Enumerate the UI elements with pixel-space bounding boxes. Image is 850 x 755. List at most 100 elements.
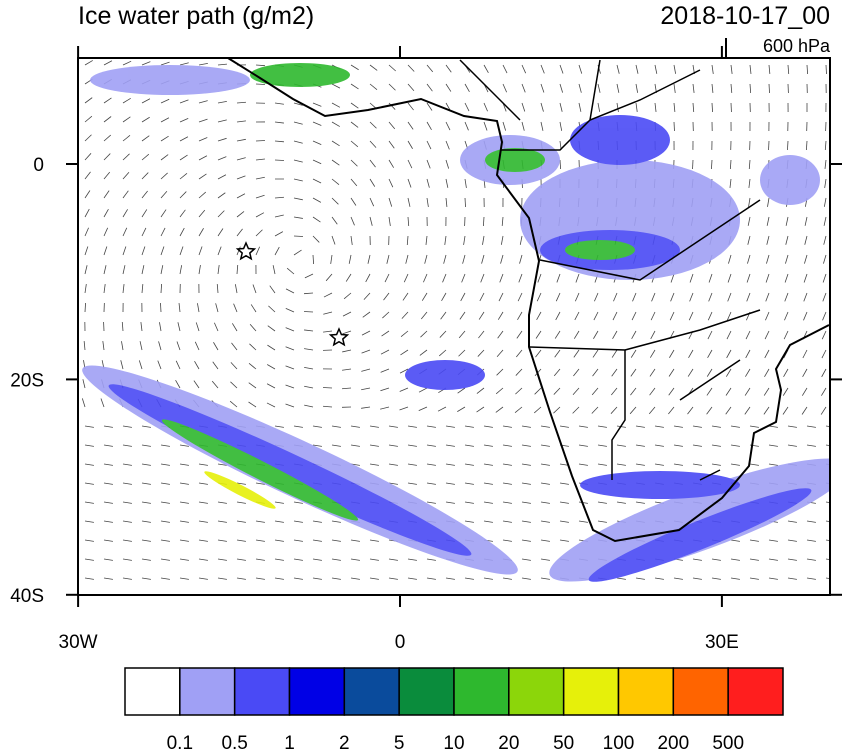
- barb: [275, 578, 284, 579]
- barb: [553, 407, 560, 413]
- barb: [496, 388, 503, 394]
- barb: [313, 141, 321, 145]
- barb: [408, 160, 412, 168]
- barb: [256, 213, 264, 217]
- barb: [142, 246, 145, 255]
- barb: [535, 388, 541, 394]
- barb: [484, 445, 493, 446]
- barb: [727, 312, 731, 320]
- barb: [612, 350, 617, 358]
- barb: [85, 172, 91, 179]
- barb: [652, 293, 655, 301]
- barb: [195, 342, 199, 350]
- barb: [180, 502, 189, 503]
- barb: [123, 228, 127, 236]
- barb: [427, 483, 436, 484]
- barb: [123, 172, 129, 179]
- barb: [594, 312, 598, 320]
- barb: [361, 388, 370, 390]
- barb: [444, 255, 446, 264]
- barb: [199, 228, 204, 236]
- barb: [256, 65, 265, 66]
- barb: [655, 464, 664, 465]
- barb: [85, 540, 94, 541]
- barb: [234, 304, 237, 312]
- barb: [85, 98, 92, 103]
- barb: [537, 312, 541, 320]
- barb: [688, 350, 693, 358]
- barb: [286, 385, 294, 388]
- barb: [351, 198, 356, 206]
- barb: [668, 407, 674, 414]
- barb: [541, 540, 550, 541]
- barb: [389, 179, 393, 187]
- barb: [750, 559, 759, 560]
- barb: [253, 285, 256, 293]
- barb: [465, 84, 469, 92]
- barb: [249, 402, 256, 407]
- barb: [477, 407, 484, 412]
- barb: [408, 217, 409, 226]
- barb: [805, 236, 807, 245]
- barb: [674, 578, 683, 579]
- barb: [218, 138, 227, 141]
- barb: [731, 65, 732, 74]
- barb: [342, 369, 351, 370]
- barb: [427, 141, 431, 149]
- barb: [85, 559, 94, 560]
- barb: [408, 464, 417, 465]
- barb: [731, 540, 740, 541]
- barb: [617, 84, 619, 93]
- barb: [213, 342, 218, 350]
- barb: [408, 122, 413, 129]
- barb: [294, 250, 302, 255]
- barb: [579, 103, 581, 112]
- barb: [161, 118, 169, 122]
- barb: [750, 464, 759, 465]
- barb: [231, 343, 237, 350]
- barb: [522, 84, 525, 92]
- barb: [598, 464, 607, 465]
- barb: [807, 65, 808, 74]
- barb: [104, 540, 113, 541]
- barb: [501, 236, 503, 245]
- barb: [560, 502, 569, 503]
- barb: [161, 284, 162, 293]
- colorbar-label: 50: [553, 733, 574, 750]
- barb: [785, 255, 788, 264]
- barb: [765, 312, 769, 320]
- barb: [459, 331, 465, 338]
- barb: [726, 407, 731, 414]
- barb: [693, 578, 702, 579]
- barb: [541, 521, 550, 522]
- barb: [237, 158, 246, 160]
- barb: [478, 331, 484, 338]
- barb: [218, 502, 227, 503]
- barb: [457, 407, 465, 412]
- barb: [142, 117, 150, 122]
- barb: [537, 293, 541, 301]
- barb: [123, 445, 132, 446]
- barb: [387, 255, 389, 264]
- barb: [708, 350, 712, 358]
- barb: [142, 191, 148, 198]
- barb: [484, 122, 487, 130]
- colorbar-label: 500: [712, 733, 744, 750]
- barb: [332, 141, 340, 146]
- barb: [769, 578, 778, 579]
- barb: [560, 426, 569, 427]
- barb: [237, 540, 246, 541]
- barb: [651, 331, 655, 339]
- barb: [765, 350, 769, 358]
- barb: [304, 293, 313, 294]
- barb: [313, 255, 314, 264]
- barb: [579, 65, 582, 74]
- barb: [802, 407, 807, 415]
- barb: [728, 293, 731, 301]
- barb: [441, 312, 446, 319]
- barb: [520, 255, 522, 264]
- barb: [218, 175, 226, 179]
- barb: [636, 502, 645, 503]
- barb: [484, 464, 493, 465]
- barb: [85, 228, 89, 236]
